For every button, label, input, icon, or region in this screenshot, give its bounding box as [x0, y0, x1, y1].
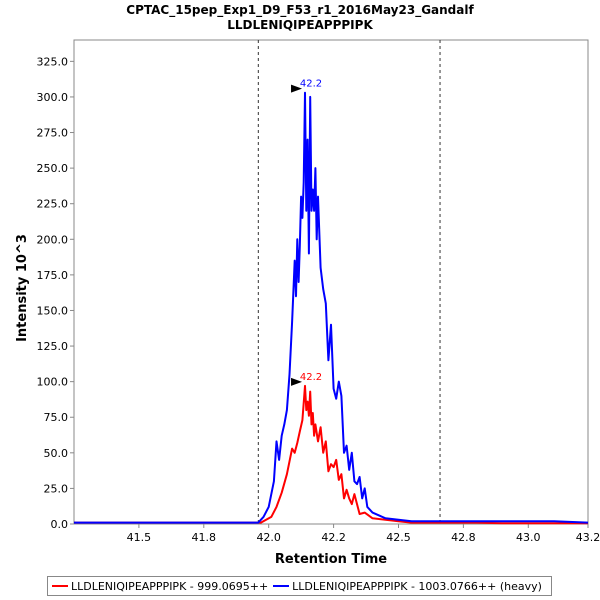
x-tick-label: 41.5 — [127, 531, 152, 544]
y-tick-label: 200.0 — [37, 233, 69, 246]
x-tick-label: 42.2 — [321, 531, 346, 544]
chart-title: CPTAC_15pep_Exp1_D9_F53_r1_2016May23_Gan… — [126, 3, 474, 18]
y-tick-label: 325.0 — [37, 55, 69, 68]
legend-swatch-heavy — [273, 585, 290, 587]
legend: LLDLENIQIPEAPPPIPK - 999.0695++ LLDLENIQ… — [47, 576, 552, 596]
legend-item-heavy: LLDLENIQIPEAPPPIPK - 1003.0766++ (heavy) — [273, 580, 542, 593]
x-axis-label: Retention Time — [275, 552, 387, 567]
x-tick-label: 43.2 — [576, 531, 600, 544]
y-tick-label: 125.0 — [37, 340, 69, 353]
y-tick-label: 25.0 — [44, 482, 69, 495]
peak-marker-icon — [291, 84, 303, 93]
chart-subtitle: LLDLENIQIPEAPPPIPK — [227, 18, 373, 32]
x-tick-label: 43.0 — [516, 531, 541, 544]
y-tick-label: 0.0 — [51, 518, 69, 531]
y-tick-label: 250.0 — [37, 162, 69, 175]
peak-marker-icon — [291, 377, 303, 386]
y-tick-label: 175.0 — [37, 269, 69, 282]
y-axis-label: Intensity 10^3 — [15, 234, 30, 342]
plot-frame — [73, 39, 589, 525]
legend-swatch-light — [52, 585, 68, 587]
plot-area: 0.0 25.0 50.0 75.0 100.0 125.0 150.0 175.0 200.0… — [37, 39, 600, 544]
x-tick-label: 42.0 — [256, 531, 281, 544]
y-tick-label: 150.0 — [37, 304, 69, 317]
x-tick-label: 42.8 — [451, 531, 476, 544]
legend-item-light: LLDLENIQIPEAPPPIPK - 999.0695++ — [52, 580, 268, 593]
series-line-light — [74, 384, 588, 525]
x-tick-label: 42.5 — [386, 531, 411, 544]
legend-label-heavy: LLDLENIQIPEAPPPIPK - 1003.0766++ (heavy) — [292, 579, 542, 593]
y-tick-label: 300.0 — [37, 91, 69, 104]
legend-label-light: LLDLENIQIPEAPPPIPK - 999.0695++ — [71, 579, 269, 593]
y-tick-label: 75.0 — [44, 411, 69, 424]
peak-label: 42.2 — [300, 372, 322, 383]
y-tick-label: 100.0 — [37, 376, 69, 389]
peak-label: 42.2 — [300, 79, 322, 90]
y-tick-label: 50.0 — [44, 447, 69, 460]
y-tick-label: 275.0 — [37, 127, 69, 140]
series-line-heavy — [74, 91, 589, 524]
y-tick-label: 225.0 — [37, 198, 69, 211]
x-tick-label: 41.8 — [192, 531, 217, 544]
